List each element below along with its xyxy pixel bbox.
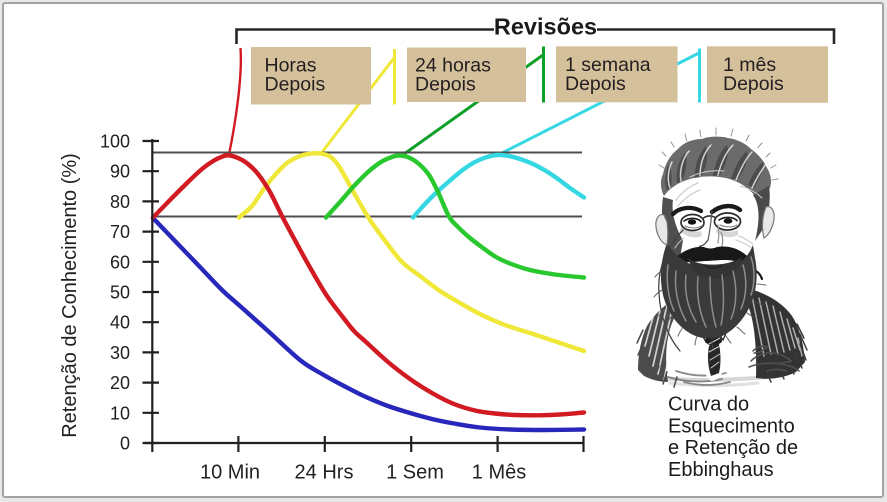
svg-text:Depois: Depois (265, 74, 326, 96)
svg-text:e Retenção de: e Retenção de (668, 437, 798, 459)
svg-text:24 Hrs: 24 Hrs (295, 462, 354, 484)
svg-text:Esquecimento: Esquecimento (668, 415, 795, 437)
svg-text:24 horas: 24 horas (415, 55, 491, 77)
svg-text:Depois: Depois (723, 73, 784, 95)
svg-text:Depois: Depois (565, 73, 626, 95)
svg-text:Horas: Horas (265, 55, 317, 77)
svg-text:1 semana: 1 semana (565, 54, 651, 76)
svg-text:Revisões: Revisões (494, 14, 597, 40)
svg-text:Ebbinghaus: Ebbinghaus (668, 459, 774, 481)
svg-text:100: 100 (100, 132, 130, 152)
svg-text:90: 90 (110, 162, 130, 182)
svg-text:Depois: Depois (415, 74, 476, 96)
svg-text:50: 50 (110, 283, 130, 303)
svg-text:20: 20 (110, 373, 130, 393)
svg-text:70: 70 (110, 222, 130, 242)
svg-text:30: 30 (110, 343, 130, 363)
svg-text:40: 40 (110, 313, 130, 333)
svg-text:80: 80 (110, 192, 130, 212)
svg-text:Curva do: Curva do (668, 394, 749, 416)
svg-text:1 Mês: 1 Mês (472, 462, 526, 484)
svg-text:1 mês: 1 mês (723, 54, 776, 76)
svg-text:10: 10 (110, 403, 130, 423)
svg-text:Retenção de Conhecimento (%): Retenção de Conhecimento (%) (59, 153, 81, 438)
svg-text:1 Sem: 1 Sem (386, 462, 444, 484)
svg-text:10 Min: 10 Min (200, 462, 260, 484)
svg-text:60: 60 (110, 252, 130, 272)
svg-text:0: 0 (120, 434, 130, 454)
